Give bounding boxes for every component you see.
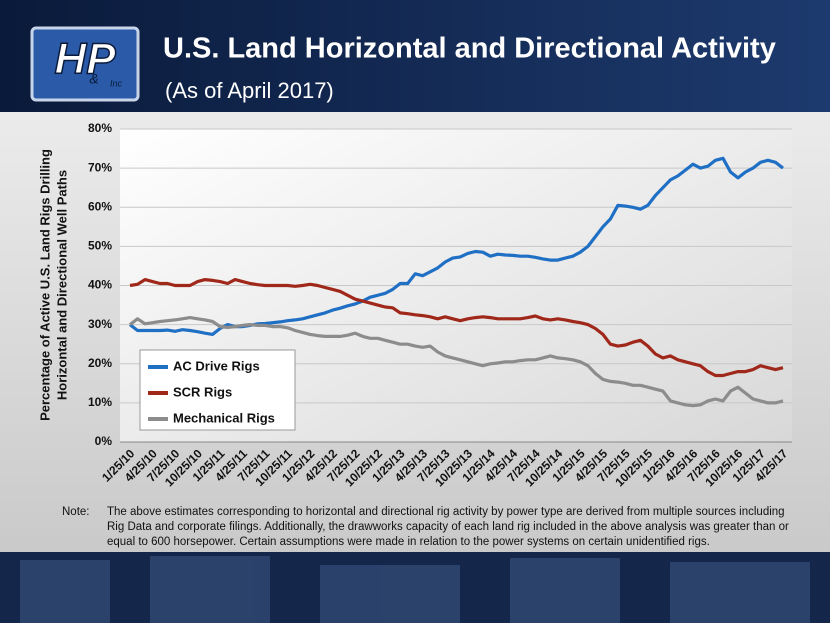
- legend-label: SCR Rigs: [173, 384, 232, 399]
- logo: HP & Inc: [30, 26, 140, 102]
- y-tick-label: 10%: [88, 395, 112, 409]
- y-tick-label: 70%: [88, 160, 112, 174]
- logo-letters: HP: [54, 35, 116, 84]
- y-tick-label: 20%: [88, 356, 112, 370]
- note-line: The above estimates corresponding to hor…: [107, 506, 785, 518]
- y-tick-label: 50%: [88, 239, 112, 253]
- note-line: Rig Data and corporate filings. Addition…: [107, 521, 789, 533]
- y-tick-label: 80%: [88, 121, 112, 135]
- y-axis-label: Horizontal and Directional Well Paths: [54, 170, 69, 400]
- series-line: [129, 316, 784, 408]
- note-line: equal to 600 horsepower. Certain assumpt…: [107, 536, 710, 548]
- logo-suffix: Inc: [110, 78, 123, 88]
- legend-label: Mechanical Rigs: [173, 410, 275, 425]
- y-axis-label: Percentage of Active U.S. Land Rigs Dril…: [37, 149, 52, 421]
- legend-label: AC Drive Rigs: [173, 358, 260, 373]
- note-label: Note:: [62, 506, 90, 518]
- y-tick-label: 0%: [95, 434, 113, 448]
- legend-box: [139, 349, 296, 431]
- series-line: [129, 278, 784, 378]
- y-tick-label: 60%: [88, 199, 112, 213]
- y-tick-label: 40%: [88, 278, 112, 292]
- chart-subtitle: (As of April 2017): [165, 78, 334, 103]
- chart-title: U.S. Land Horizontal and Directional Act…: [163, 33, 776, 65]
- photo-strip-shapes: [20, 556, 810, 623]
- logo-amp: &: [89, 71, 98, 87]
- y-tick-label: 30%: [88, 317, 112, 331]
